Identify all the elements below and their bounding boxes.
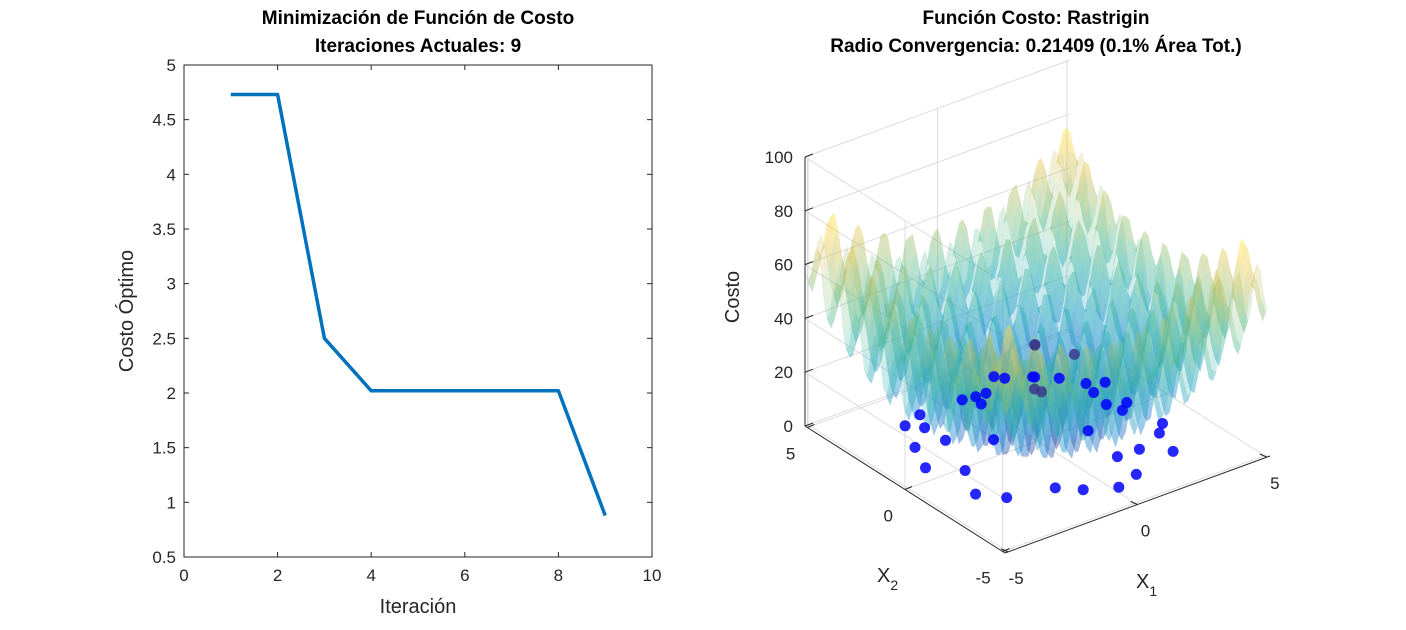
particle-point <box>1029 340 1040 351</box>
particle-point <box>1088 387 1099 398</box>
left-chart-subtitle: Iteraciones Actuales: 9 <box>315 36 521 57</box>
right-y-axis-label: X2 <box>877 565 898 593</box>
particle-point <box>919 422 930 433</box>
particle-point <box>1157 418 1168 429</box>
y-tick-label: 1 <box>167 493 176 512</box>
z-tick-label: 40 <box>774 309 793 328</box>
x-tick-label: -5 <box>1009 569 1024 588</box>
right-chart-title: Función Costo: Rastrigin <box>923 8 1150 29</box>
particle-point <box>1081 378 1092 389</box>
particle-point <box>1001 492 1012 503</box>
z-tick-label: 0 <box>784 417 793 436</box>
left-y-axis-label: Costo Óptimo <box>115 250 138 372</box>
particle-point <box>1168 446 1179 457</box>
particle-point <box>1054 373 1065 384</box>
x-tick-label: 8 <box>554 566 563 585</box>
particle-point <box>920 462 931 473</box>
particle-point <box>1134 444 1145 455</box>
particle-point <box>957 394 968 405</box>
particle-point <box>960 465 971 476</box>
rastrigin-surface-chart: Función Costo: Rastrigin Radio Convergen… <box>722 8 1280 599</box>
particle-point <box>1083 425 1094 436</box>
particle-point <box>1050 482 1061 493</box>
particle-point <box>900 420 911 431</box>
particle-point <box>1101 399 1112 410</box>
particle-point <box>1100 377 1111 388</box>
y-tick-label: 3.5 <box>152 220 176 239</box>
y-tick-label: 4.5 <box>152 111 176 130</box>
particle-point <box>970 489 981 500</box>
z-tick-mark <box>805 262 813 265</box>
particle-point <box>988 434 999 445</box>
particle-point <box>940 435 951 446</box>
particle-point <box>915 409 926 420</box>
z-tick-mark <box>805 369 813 372</box>
z-tick-label: 100 <box>765 148 793 167</box>
x-tick-label: 4 <box>366 566 375 585</box>
particle-point <box>1036 386 1047 397</box>
particle-point <box>1131 469 1142 480</box>
particle-point <box>1121 397 1132 408</box>
particle-point <box>1113 482 1124 493</box>
z-tick-label: 20 <box>774 363 793 382</box>
y-tick-label: 2.5 <box>152 329 176 348</box>
x-tick-label: 0 <box>1141 522 1150 541</box>
x-tick-label: 2 <box>273 566 282 585</box>
particle-point <box>999 373 1010 384</box>
left-plot-area <box>184 65 652 557</box>
z-tick-mark <box>805 154 813 157</box>
particle-point <box>970 391 981 402</box>
x-tick-label: 0 <box>179 566 188 585</box>
particle-point <box>1154 428 1165 439</box>
z-tick-mark <box>805 315 813 318</box>
z-tick-mark <box>805 208 813 211</box>
y-tick-label: 0.5 <box>152 548 176 567</box>
y-tick-label: 5 <box>786 444 795 463</box>
z-tick-label: 80 <box>774 202 793 221</box>
x-tick-label: 10 <box>643 566 662 585</box>
y-tick-label: -5 <box>976 569 991 588</box>
left-chart-title: Minimización de Función de Costo <box>262 8 574 29</box>
particle-point <box>988 371 999 382</box>
y-tick-label: 3 <box>167 275 176 294</box>
x-tick-label: 5 <box>1270 474 1279 493</box>
particle-point <box>981 388 992 399</box>
y-tick-label: 0 <box>884 507 893 526</box>
cost-minimization-chart: Minimización de Función de Costo Iteraci… <box>115 8 661 618</box>
right-chart-subtitle: Radio Convergencia: 0.21409 (0.1% Área T… <box>830 35 1241 57</box>
particle-point <box>910 442 921 453</box>
particle-point <box>1112 451 1123 462</box>
left-x-axis-label: Iteración <box>380 596 457 618</box>
y-tick-label: 4 <box>167 165 176 184</box>
right-z-axis-label: Costo <box>722 271 744 323</box>
y-tick-label: 5 <box>167 56 176 75</box>
particle-point <box>1069 349 1080 360</box>
particle-point <box>1078 484 1089 495</box>
x-tick-label: 6 <box>460 566 469 585</box>
z-tick-label: 60 <box>774 256 793 275</box>
right-x-axis-label: X1 <box>1136 571 1157 599</box>
particle-point <box>1027 371 1038 382</box>
y-tick-label: 2 <box>167 384 176 403</box>
y-tick-label: 1.5 <box>152 439 176 458</box>
